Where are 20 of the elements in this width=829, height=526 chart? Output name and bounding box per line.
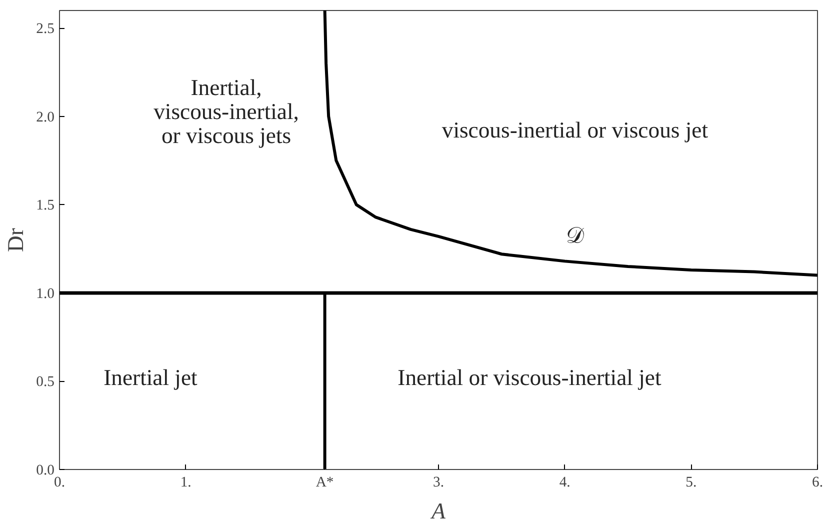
x-tick-label: 5. [686,474,697,490]
x-tick-label: 1. [180,474,192,490]
y-axis-title: Dr [3,228,28,252]
x-tick-label: 4. [559,474,570,490]
x-tick-label: 6. [812,474,824,490]
y-tick-label: 1.5 [36,198,55,214]
x-tick-label: 0. [54,474,66,490]
annotation: Inertial jet [104,365,198,390]
y-tick-label: 2.5 [36,21,55,38]
annotation: 𝒟 [566,222,585,248]
y-tick-label: 2.0 [36,109,55,126]
annotation: viscous-inertial or viscous jet [442,117,709,142]
y-tick-label: 0.5 [36,374,55,390]
x-tick-label: A* [316,474,334,490]
annotation: Inertial or viscous-inertial jet [398,365,662,390]
x-tick-label: 3. [433,474,444,490]
y-tick-label: 0.0 [36,462,55,478]
x-axis-title: A [430,498,446,524]
annotation: Inertial, viscous-inertial, or viscous jets [154,74,299,148]
y-tick-label: 1.0 [36,286,55,302]
